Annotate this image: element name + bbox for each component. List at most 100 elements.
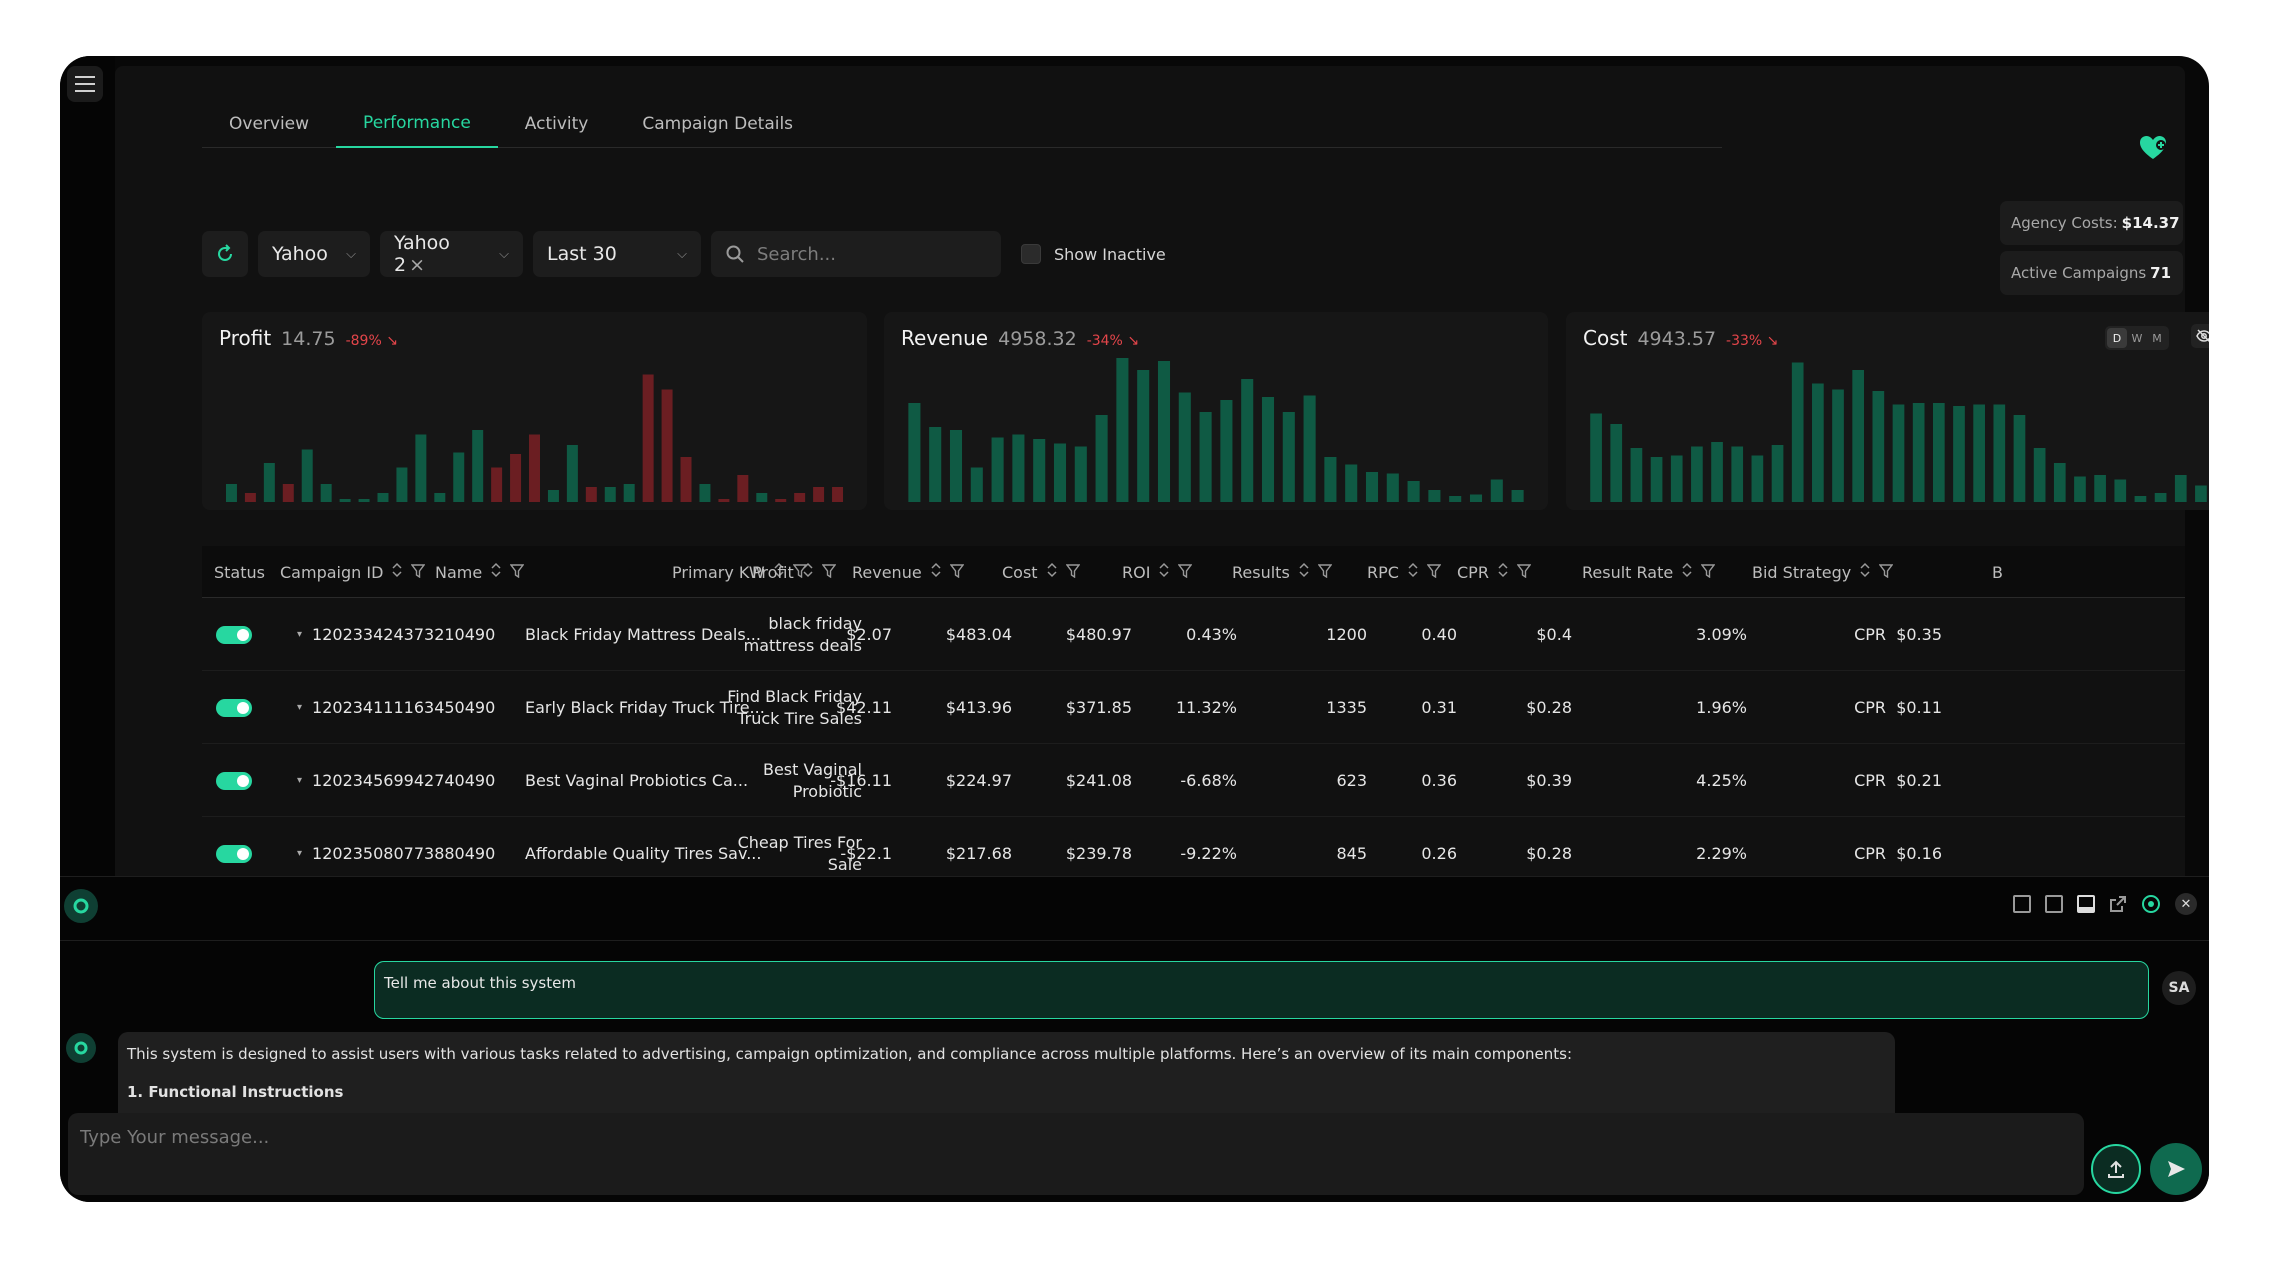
column-header-profit[interactable]: Profit [752, 546, 837, 598]
upload-button[interactable] [2091, 1144, 2141, 1194]
filter-icon[interactable] [1700, 563, 1716, 582]
chart-bar[interactable] [1220, 400, 1233, 502]
external-link-icon[interactable] [2109, 895, 2127, 913]
chart-bar[interactable] [813, 487, 825, 502]
chart-bar[interactable] [415, 434, 427, 503]
chart-bar[interactable] [1178, 392, 1191, 503]
column-header-bid-strategy[interactable]: Bid Strategy [1752, 546, 1894, 598]
chart-bar[interactable] [320, 484, 332, 502]
column-header-campaign-id[interactable]: Campaign ID [280, 546, 426, 598]
chart-bar[interactable] [2154, 493, 2167, 502]
chart-bar[interactable] [604, 487, 616, 502]
chart-bar[interactable] [737, 475, 749, 502]
chart-bar[interactable] [1771, 445, 1784, 502]
chart-bar[interactable] [775, 499, 787, 502]
filter-icon[interactable] [1426, 563, 1442, 582]
split-layout-icon[interactable] [2045, 895, 2063, 913]
chart-bar[interactable] [358, 499, 370, 502]
sort-icon[interactable] [803, 562, 813, 582]
chart-bar[interactable] [908, 403, 921, 502]
chart-bar[interactable] [1832, 389, 1844, 503]
chart-bar[interactable] [1610, 424, 1623, 502]
search-input[interactable] [757, 243, 977, 265]
chart-bar[interactable] [680, 457, 692, 502]
chart-bar[interactable] [263, 463, 275, 502]
chart-bar[interactable] [1241, 379, 1254, 502]
chart-bar[interactable] [1095, 415, 1108, 502]
filter-icon[interactable] [1317, 563, 1333, 582]
chart-bar[interactable] [491, 467, 503, 503]
filter-icon[interactable] [1516, 563, 1532, 582]
filter-icon[interactable] [1878, 563, 1894, 582]
column-header-result-rate[interactable]: Result Rate [1582, 546, 1716, 598]
chart-bar[interactable] [1751, 455, 1764, 503]
sort-icon[interactable] [1408, 562, 1418, 582]
chart-bar[interactable] [301, 449, 313, 503]
name-cell[interactable]: Best Vaginal Probiotics Ca... [525, 771, 749, 790]
show-inactive-checkbox[interactable] [1021, 244, 1041, 264]
chart-bar[interactable] [1428, 490, 1441, 502]
chart-bar[interactable] [1345, 464, 1358, 503]
sort-icon[interactable] [1498, 562, 1508, 582]
status-toggle[interactable] [216, 625, 252, 644]
bottom-panel-icon[interactable] [2077, 895, 2095, 913]
column-header-roi[interactable]: ROI [1122, 546, 1193, 598]
chart-bar[interactable] [1324, 457, 1337, 502]
chart-bar[interactable] [1791, 362, 1804, 503]
chart-bar[interactable] [623, 484, 635, 502]
chart-bar[interactable] [1973, 404, 1985, 503]
filter-icon[interactable] [792, 563, 808, 582]
expand-caret-icon[interactable]: ▾ [297, 702, 303, 713]
chart-bar[interactable] [1691, 446, 1703, 503]
chart-bar[interactable] [1711, 442, 1723, 502]
period-day[interactable]: D [2107, 328, 2127, 348]
column-header-cost[interactable]: Cost [1002, 546, 1080, 598]
account-dropdown[interactable]: Yahoo 2 × ⌵ [380, 231, 523, 277]
chart-bar[interactable] [244, 493, 256, 502]
column-header-primary-kw[interactable]: Primary KW [672, 546, 808, 598]
chart-bar[interactable] [661, 389, 673, 503]
chart-bar[interactable] [1137, 370, 1150, 502]
chart-bar[interactable] [794, 493, 806, 502]
chart-bar[interactable] [453, 452, 465, 503]
filter-icon[interactable] [949, 563, 965, 582]
chart-bar[interactable] [699, 484, 711, 502]
chart-bar[interactable] [949, 430, 963, 502]
chart-bar[interactable] [2094, 475, 2106, 502]
chart-bar[interactable] [1511, 490, 1524, 502]
sort-icon[interactable] [1159, 562, 1169, 582]
name-cell[interactable]: Early Black Friday Truck Tire... [525, 698, 765, 717]
chart-bar[interactable] [1630, 448, 1643, 502]
chart-bar[interactable] [1157, 361, 1171, 502]
chart-bar[interactable] [1012, 434, 1025, 503]
status-toggle[interactable] [216, 844, 252, 863]
tab-activity[interactable]: Activity [524, 114, 589, 134]
chart-bar[interactable] [1033, 439, 1046, 502]
hide-chart-button[interactable] [2191, 324, 2209, 348]
column-header-name[interactable]: Name [435, 546, 525, 598]
source-dropdown[interactable]: Yahoo ⌵ [258, 231, 370, 277]
chart-bar[interactable] [2195, 485, 2207, 503]
chart-bar[interactable] [1912, 403, 1925, 502]
chart-bar[interactable] [1490, 479, 1503, 503]
chart-bar[interactable] [1261, 397, 1275, 502]
chart-bar[interactable] [1731, 446, 1744, 503]
chart-bar[interactable] [510, 454, 522, 502]
chart-bar[interactable] [1053, 443, 1067, 503]
chart-bar[interactable] [756, 493, 768, 502]
sort-icon[interactable] [1682, 562, 1692, 582]
chart-bar[interactable] [547, 490, 559, 502]
chart-bar[interactable] [2134, 496, 2147, 502]
sort-icon[interactable] [491, 562, 501, 582]
sort-icon[interactable] [392, 562, 402, 582]
chart-bar[interactable] [2114, 479, 2127, 503]
chart-bar[interactable] [1469, 494, 1483, 503]
chart-bar[interactable] [529, 434, 540, 503]
chart-bar[interactable] [1199, 412, 1212, 502]
tab-overview[interactable]: Overview [229, 114, 310, 134]
chart-bar[interactable] [718, 499, 730, 502]
chart-bar[interactable] [1303, 395, 1316, 503]
column-header-revenue[interactable]: Revenue [852, 546, 965, 598]
refresh-button[interactable] [202, 231, 248, 277]
chart-bar[interactable] [339, 499, 351, 502]
